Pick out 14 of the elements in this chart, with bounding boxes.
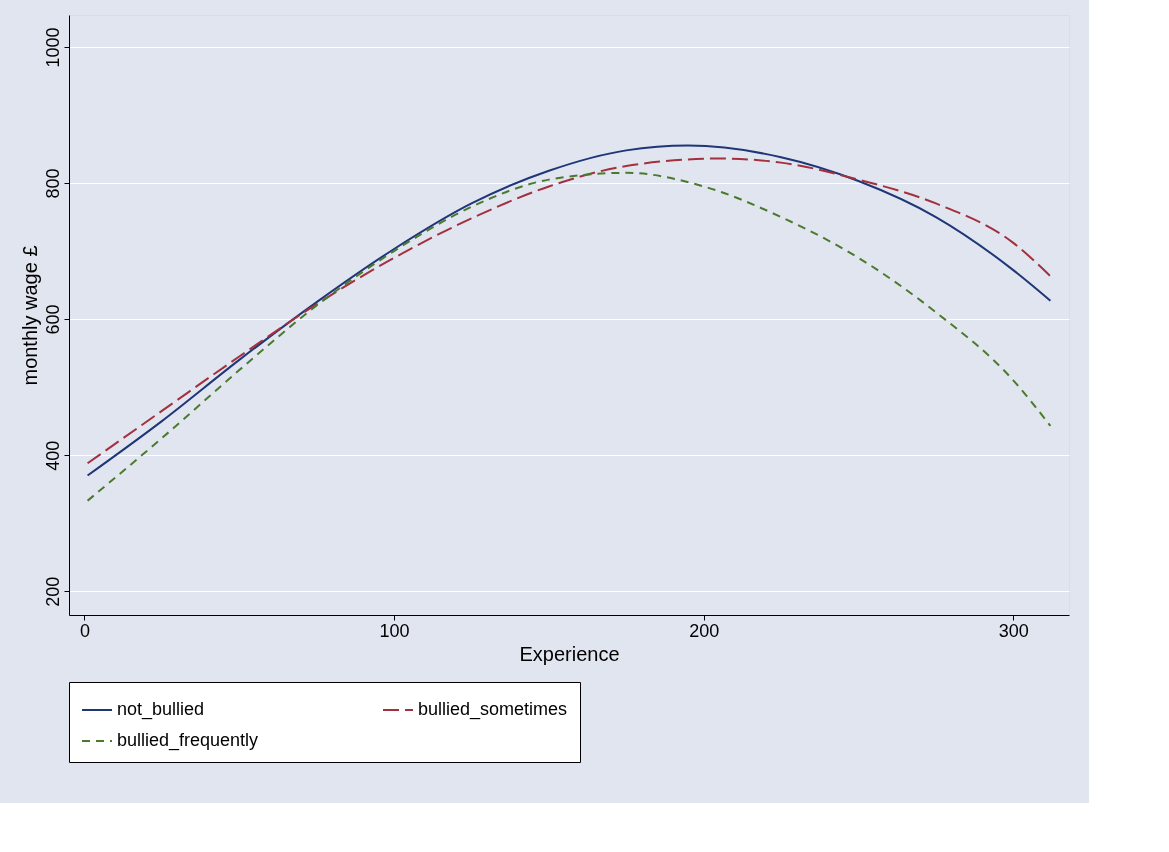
x-axis-title: Experience xyxy=(519,642,620,665)
legend-label: bullied_sometimes xyxy=(418,699,568,720)
y-tick-label: 1000 xyxy=(42,27,63,68)
y-tick-label: 600 xyxy=(42,304,63,335)
x-tick-label: 300 xyxy=(998,620,1029,641)
y-tick-label: 200 xyxy=(42,576,63,607)
legend-label: not_bullied xyxy=(117,699,205,720)
y-tick-label: 800 xyxy=(42,168,63,199)
x-tick-label: 200 xyxy=(689,620,720,641)
y-axis-title: monthly wage £ xyxy=(18,245,41,386)
legend-label: bullied_frequently xyxy=(117,730,259,751)
x-tick-label: 100 xyxy=(379,620,410,641)
y-tick-label: 400 xyxy=(42,440,63,471)
x-tick-label: 0 xyxy=(79,620,90,641)
